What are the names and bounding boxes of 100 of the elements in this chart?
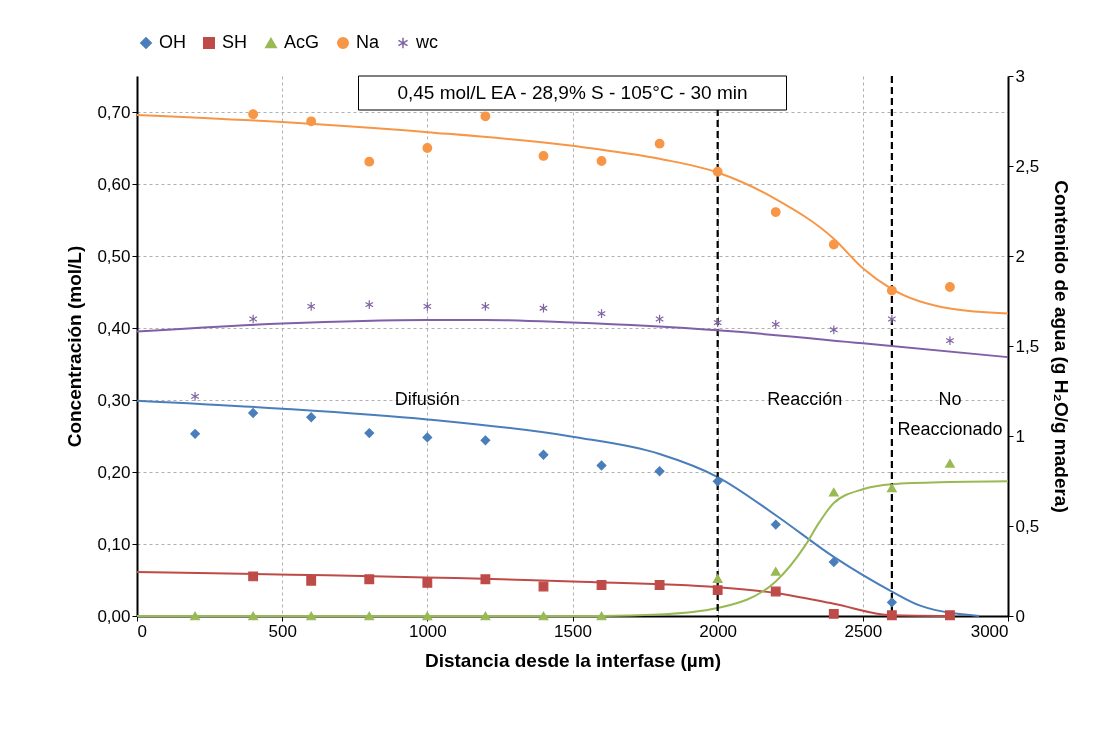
point [480, 435, 491, 446]
point [538, 449, 549, 460]
legend-label: OH [159, 32, 186, 52]
point [248, 109, 259, 120]
point [654, 580, 665, 590]
y2-tick-label: 1,5 [1015, 336, 1040, 356]
y-tick-label: 0,40 [97, 318, 131, 338]
x-tick-label: 0 [137, 621, 147, 641]
point [945, 335, 955, 346]
annotation: Reacción [767, 389, 843, 409]
y-tick-label: 0,00 [97, 606, 131, 626]
point [364, 611, 375, 621]
y2-tick-label: 0,5 [1015, 516, 1040, 536]
point [190, 611, 200, 621]
point [886, 597, 897, 608]
point [712, 574, 723, 583]
point [538, 611, 549, 621]
point [945, 610, 955, 621]
x-tick-label: 2500 [844, 621, 883, 641]
point [480, 574, 491, 585]
point [596, 460, 607, 471]
y2-tick-label: 0 [1015, 606, 1025, 626]
point [770, 207, 781, 217]
legend-label: Na [356, 32, 380, 52]
y2-tick-label: 3 [1015, 66, 1025, 86]
point [654, 138, 665, 149]
line-series [136, 318, 1009, 359]
legend-label: AcG [284, 32, 320, 52]
point [771, 319, 781, 330]
point [828, 487, 839, 497]
y2-tick-label: 2 [1015, 246, 1025, 266]
point [422, 143, 433, 153]
point [190, 428, 200, 439]
point [364, 428, 375, 439]
y-tick-label: 0,30 [97, 390, 131, 410]
x-tick-label: 500 [268, 621, 297, 641]
point [828, 239, 839, 250]
y2-tick-label: 1 [1015, 426, 1025, 446]
y-tick-label: 0,60 [97, 174, 131, 194]
point [306, 116, 317, 127]
point [306, 611, 317, 621]
point [364, 574, 375, 585]
point [306, 575, 317, 586]
point [712, 476, 723, 487]
annotation: Difusión [394, 389, 460, 409]
legend-label: SH [222, 32, 248, 52]
point [713, 317, 723, 328]
x-tick-label: 1500 [554, 621, 592, 641]
point [828, 608, 839, 619]
point [712, 166, 723, 177]
point [596, 156, 607, 166]
point [248, 408, 259, 418]
y-axis-title: Concentración (mol/L) [64, 245, 86, 448]
point [306, 301, 316, 312]
x-tick-label: 3000 [970, 621, 1009, 641]
point [770, 567, 781, 576]
point [945, 282, 955, 292]
point [538, 151, 549, 161]
point [248, 611, 259, 621]
point [596, 611, 607, 621]
point [480, 111, 491, 122]
point [654, 466, 665, 477]
y-tick-label: 0,20 [97, 462, 131, 482]
point [364, 156, 375, 167]
y-tick-label: 0,10 [97, 534, 131, 554]
x-tick-label: 2000 [699, 621, 738, 641]
point [481, 301, 490, 312]
point [770, 586, 781, 597]
legend-label: wc [415, 32, 438, 52]
point [886, 610, 897, 621]
line-series [136, 113, 1009, 315]
point [248, 314, 258, 324]
point [770, 519, 781, 530]
point [887, 314, 897, 324]
point [828, 557, 839, 567]
y2-axis-title: Contenido de agua (g H₂O/g madera) [1051, 180, 1073, 513]
chart-title: 0,45 mol/L EA - 28,9% S - 105°C - 30 min [397, 82, 748, 103]
y2-tick-label: 2,5 [1015, 156, 1040, 176]
point [712, 585, 723, 596]
x-tick-label: 1000 [408, 621, 447, 641]
y-tick-label: 0,70 [97, 102, 131, 122]
annotation: No Reaccionado [897, 389, 1003, 439]
point [596, 580, 607, 590]
point [886, 483, 897, 493]
point [422, 611, 433, 621]
point [655, 314, 664, 324]
point [248, 571, 259, 582]
y-tick-label: 0,50 [97, 246, 131, 266]
point [886, 285, 897, 296]
x-axis-title: Distancia desde la interfase (µm) [424, 649, 722, 671]
point [945, 459, 955, 468]
point [539, 303, 548, 314]
point [422, 577, 433, 588]
point [422, 301, 432, 312]
point [829, 324, 839, 335]
point [597, 308, 606, 319]
point [538, 581, 549, 592]
point [422, 432, 433, 443]
point [306, 412, 317, 423]
point [190, 391, 200, 402]
